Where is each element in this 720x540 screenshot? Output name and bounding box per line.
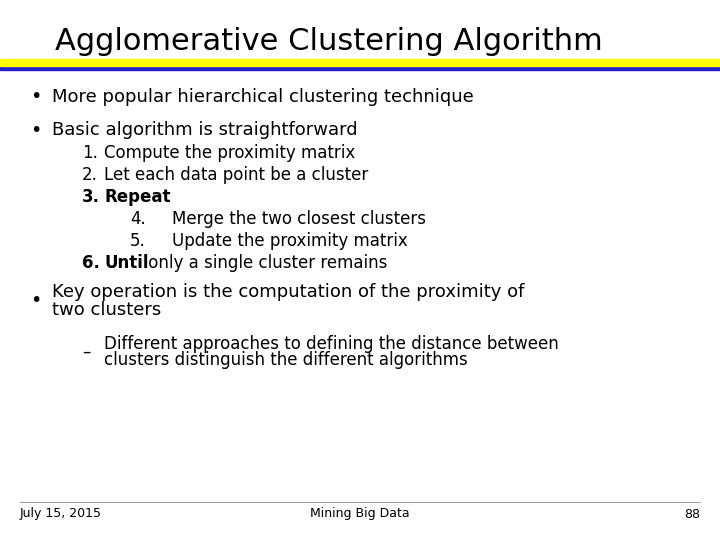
- Text: Key operation is the computation of the proximity of: Key operation is the computation of the …: [52, 283, 524, 301]
- Text: July 15, 2015: July 15, 2015: [20, 508, 102, 521]
- Text: only a single cluster remains: only a single cluster remains: [143, 254, 387, 272]
- Text: –: –: [82, 343, 91, 361]
- Text: Agglomerative Clustering Algorithm: Agglomerative Clustering Algorithm: [55, 28, 603, 57]
- Bar: [0, 61, 720, 70]
- Text: 88: 88: [684, 508, 700, 521]
- Bar: [0, 59, 720, 66]
- Text: two clusters: two clusters: [52, 301, 161, 319]
- Text: Update the proximity matrix: Update the proximity matrix: [172, 232, 408, 250]
- Text: 3.: 3.: [82, 188, 100, 206]
- Text: More popular hierarchical clustering technique: More popular hierarchical clustering tec…: [52, 88, 474, 106]
- Text: •: •: [30, 120, 41, 139]
- Text: 2.: 2.: [82, 166, 98, 184]
- Text: 4.: 4.: [130, 210, 145, 228]
- Text: 1.: 1.: [82, 144, 98, 162]
- Text: Basic algorithm is straightforward: Basic algorithm is straightforward: [52, 121, 358, 139]
- Text: Merge the two closest clusters: Merge the two closest clusters: [172, 210, 426, 228]
- Text: •: •: [30, 87, 41, 106]
- Text: 6.: 6.: [82, 254, 100, 272]
- Text: 5.: 5.: [130, 232, 145, 250]
- Text: •: •: [30, 291, 41, 309]
- Text: Compute the proximity matrix: Compute the proximity matrix: [104, 144, 355, 162]
- Text: Until: Until: [104, 254, 148, 272]
- Text: Repeat: Repeat: [104, 188, 171, 206]
- Text: clusters distinguish the different algorithms: clusters distinguish the different algor…: [104, 351, 468, 369]
- Text: Different approaches to defining the distance between: Different approaches to defining the dis…: [104, 335, 559, 353]
- Text: Mining Big Data: Mining Big Data: [310, 508, 410, 521]
- Text: Let each data point be a cluster: Let each data point be a cluster: [104, 166, 368, 184]
